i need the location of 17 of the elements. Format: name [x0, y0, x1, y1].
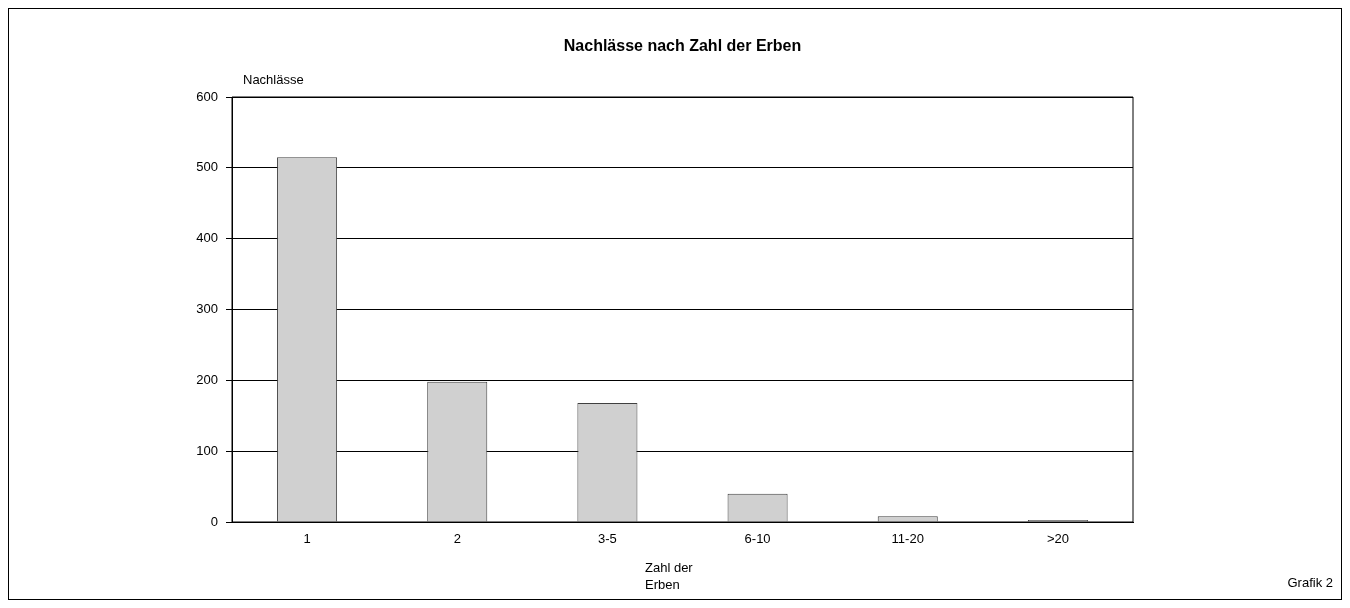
- y-axis-title: Nachlässe: [243, 71, 304, 87]
- x-tick-label: >20: [1046, 531, 1069, 547]
- x-tick-label: 2: [453, 531, 461, 547]
- x-axis-title: Zahl der Erben: [645, 559, 694, 592]
- x-tick-label: 1: [303, 531, 311, 547]
- y-tick-label: 500: [196, 159, 218, 175]
- x-tick-label: 11-20: [891, 531, 924, 547]
- y-tick-label: 0: [210, 513, 218, 529]
- x-tick-label: 6-10: [744, 531, 771, 547]
- y-tick-label: 200: [196, 371, 218, 387]
- x-tick-label: 3-5: [598, 531, 617, 547]
- y-tick-label: 400: [196, 230, 218, 246]
- y-tick-label: 600: [196, 88, 218, 104]
- text: Grafik 2: [1287, 574, 1333, 590]
- y-tick-label: 300: [196, 301, 218, 317]
- y-tick-label: 100: [196, 442, 218, 458]
- chart-title: Nachlässe nach Zahl der Erben: [563, 37, 802, 55]
